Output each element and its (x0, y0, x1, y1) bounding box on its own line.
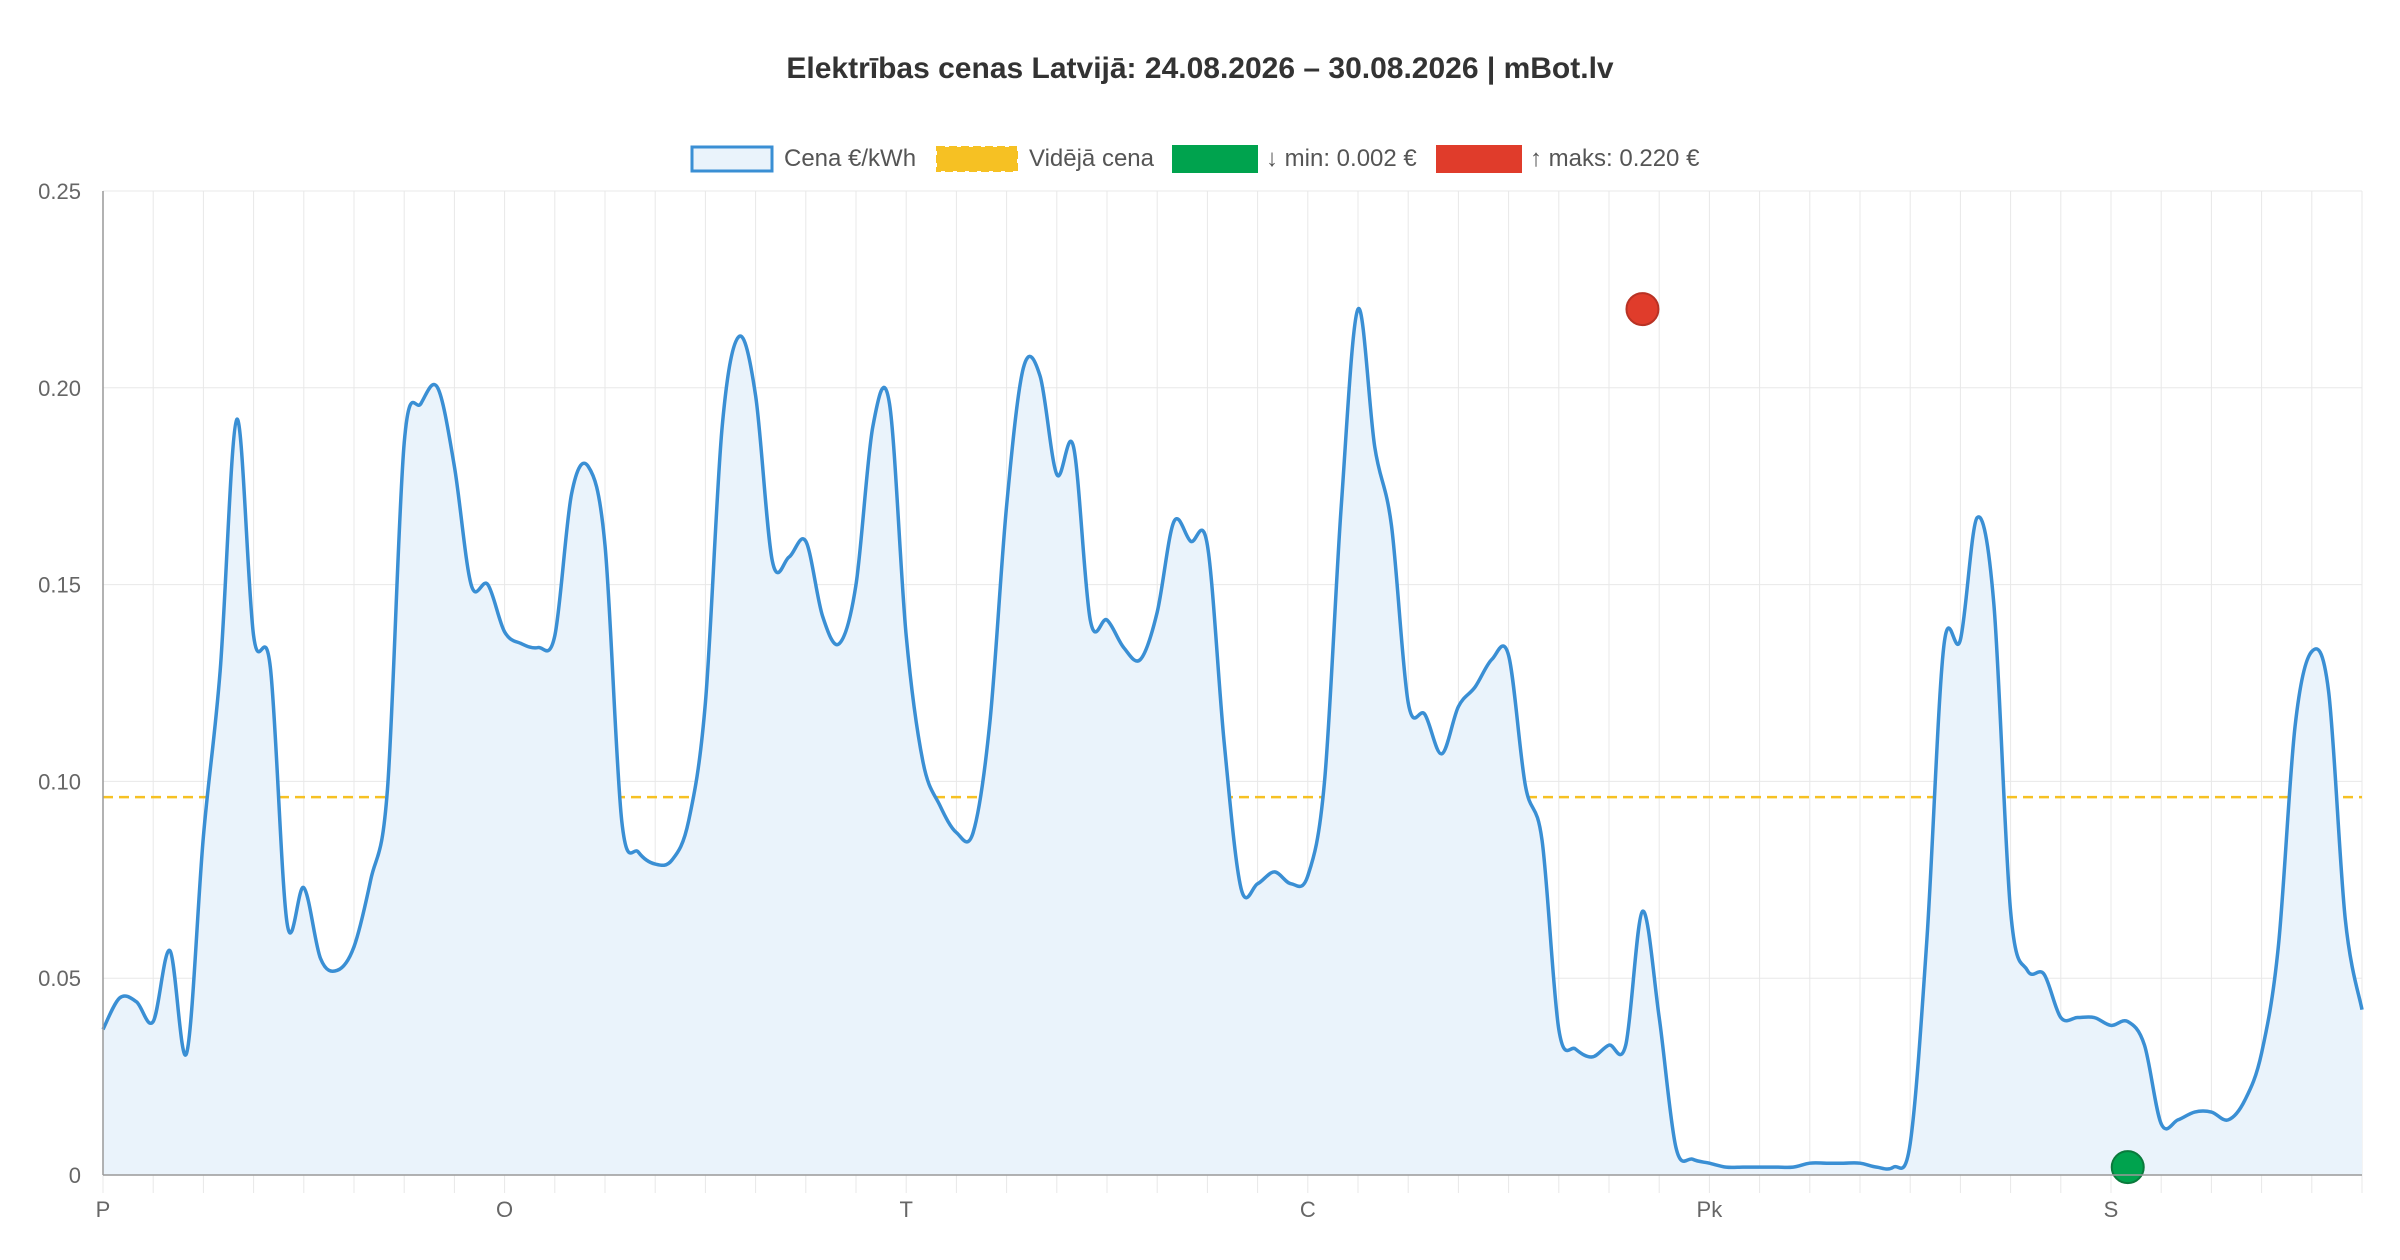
y-tick-label: 0 (69, 1163, 81, 1188)
y-tick-label: 0.10 (38, 769, 81, 794)
legend-item-average[interactable]: Vidējā cena (936, 145, 1155, 172)
legend-swatch-average (936, 146, 1018, 172)
x-tick-label: C (1300, 1197, 1316, 1222)
price-line (101, 307, 2364, 1171)
max-price-marker[interactable] (1625, 292, 1660, 327)
legend-label-price: Cena €/kWh (784, 145, 916, 172)
legend: Cena €/kWh Vidējā cena ↓ min: 0.002 € ↑ … (690, 145, 1700, 173)
min-price-marker[interactable] (2110, 1150, 2145, 1185)
legend-swatch-max (1436, 145, 1522, 173)
x-tick-label: S (2104, 1197, 2119, 1222)
legend-item-max[interactable]: ↑ maks: 0.220 € (1436, 145, 1700, 173)
legend-item-price[interactable]: Cena €/kWh (690, 145, 916, 173)
legend-swatch-price (690, 145, 774, 173)
y-tick-label: 0.05 (38, 966, 81, 991)
legend-label-max: ↑ maks: 0.220 € (1530, 145, 1700, 172)
series-layer (101, 307, 2364, 1176)
price-area-fill (103, 308, 2362, 1176)
chart-title: Elektrības cenas Latvijā: 24.08.2026 – 3… (786, 52, 1614, 85)
legend-label-min: ↓ min: 0.002 € (1266, 145, 1417, 172)
x-tick-label: P (96, 1197, 111, 1222)
y-tick-label: 0.25 (38, 179, 81, 204)
x-tick-label: T (899, 1197, 912, 1222)
x-tick-label: O (496, 1197, 513, 1222)
y-tick-label: 0.15 (38, 573, 81, 598)
legend-swatch-min (1172, 145, 1258, 173)
legend-item-min[interactable]: ↓ min: 0.002 € (1172, 145, 1417, 173)
x-tick-label: Pk (1697, 1197, 1724, 1222)
legend-label-average: Vidējā cena (1029, 145, 1155, 172)
axes: POTCPkSSv (96, 191, 2362, 1222)
y-tick-label: 0.20 (38, 376, 81, 401)
